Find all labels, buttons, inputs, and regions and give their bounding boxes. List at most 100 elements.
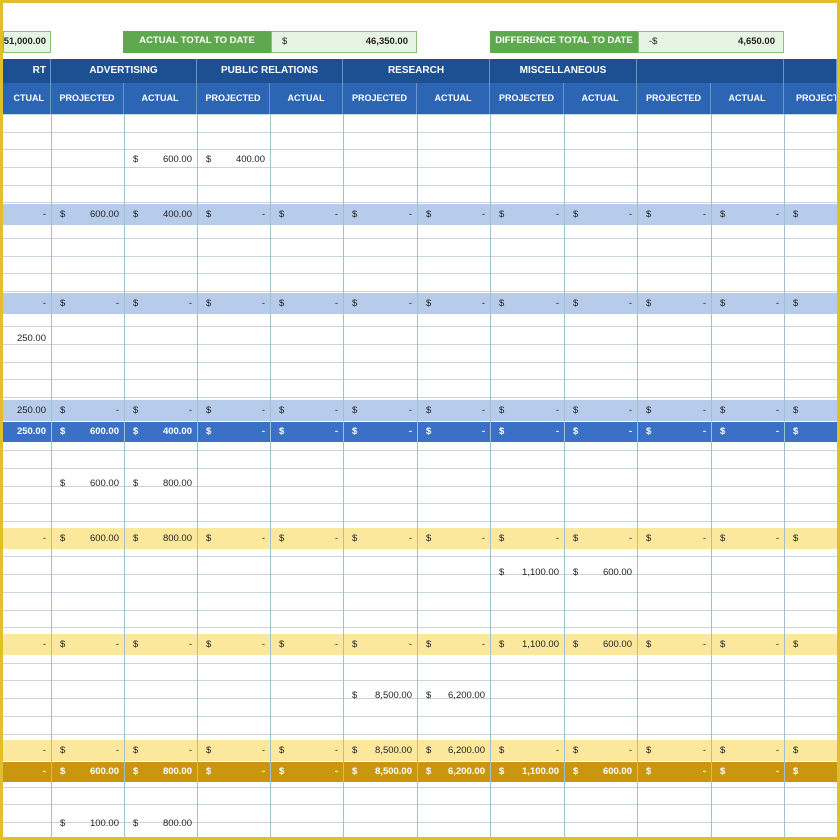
cell-value: 600.00 (89, 533, 119, 544)
cell-value: - (702, 426, 706, 437)
cell-value: 1,100.00 (522, 639, 559, 650)
cell-value: - (775, 209, 779, 220)
cell-currency: $ (499, 766, 505, 777)
cell-value: - (334, 209, 338, 220)
cell-currency: $ (426, 298, 432, 309)
cell-currency: $ (426, 745, 432, 756)
row-divider (3, 680, 837, 681)
cell-value: 600.00 (602, 766, 632, 777)
projected-total-value-box: 51,000.00 (3, 31, 51, 53)
actual-total-value-box: $ 46,350.00 (271, 31, 417, 53)
row-divider (3, 663, 837, 664)
cell-currency: $ (426, 533, 432, 544)
cell-value: - (261, 426, 265, 437)
total-band-light-blue (3, 204, 837, 225)
column-header-projected: PROJECTED (197, 83, 270, 114)
cell-currency: $ (133, 478, 139, 489)
cell-value: - (628, 426, 632, 437)
row-divider (3, 627, 837, 628)
cell-value: - (481, 298, 485, 309)
cell-value: - (702, 639, 706, 650)
cell-value: 600.00 (89, 478, 119, 489)
cell-value: - (261, 405, 265, 416)
cell-currency: $ (279, 745, 285, 756)
cell-value: 800.00 (162, 533, 192, 544)
cell-value: - (555, 426, 559, 437)
cell-currency: $ (646, 766, 652, 777)
total-band-blue (3, 422, 837, 442)
cell-currency: $ (206, 639, 212, 650)
column-header-actual: ACTUAL (564, 83, 637, 114)
category-header (637, 59, 784, 83)
cell-value: - (702, 405, 706, 416)
column-divider (564, 59, 565, 837)
row-divider (3, 610, 837, 611)
cell-currency: $ (426, 405, 432, 416)
cell-value: 800.00 (162, 766, 192, 777)
cell-value: - (115, 745, 119, 756)
row-divider (3, 592, 837, 593)
cell-value: - (628, 533, 632, 544)
cell-value: - (334, 426, 338, 437)
cell-value: - (702, 298, 706, 309)
row-divider (3, 397, 837, 398)
total-band-yellow (3, 528, 837, 549)
cell-value: 600.00 (89, 426, 119, 437)
difference-total-currency: -$ (649, 36, 658, 47)
total-band-light-blue (3, 400, 837, 421)
cell-value: 600.00 (89, 209, 119, 220)
cell-value: - (42, 533, 46, 544)
column-header-ctual: CTUAL (3, 83, 51, 114)
row-divider (3, 326, 837, 327)
cell-value: - (702, 745, 706, 756)
cell-currency: $ (573, 745, 579, 756)
cell-currency: $ (573, 426, 579, 437)
cell-currency: $ (206, 745, 212, 756)
cell-value: 600.00 (162, 154, 192, 165)
cell-currency: $ (352, 766, 358, 777)
cell-value: - (408, 426, 412, 437)
cell-value: - (334, 766, 338, 777)
cell-value: 250.00 (16, 333, 46, 344)
cell-value: 6,200.00 (448, 745, 485, 756)
cell-value: - (188, 639, 192, 650)
cell-value: 600.00 (602, 567, 632, 578)
cell-value: 800.00 (162, 478, 192, 489)
spreadsheet-frame: 51,000.00 ACTUAL TOTAL TO DATE $ 46,350.… (3, 3, 837, 837)
row-divider (3, 698, 837, 699)
cell-value: 8,500.00 (375, 690, 412, 701)
cell-value: - (481, 426, 485, 437)
cell-value: - (42, 766, 46, 777)
row-divider (3, 344, 837, 345)
column-header-actual: ACTUAL (124, 83, 197, 114)
cell-currency: $ (720, 298, 726, 309)
row-divider (3, 185, 837, 186)
cell-value: 400.00 (162, 209, 192, 220)
cell-currency: $ (133, 298, 139, 309)
total-band-light-blue (3, 293, 837, 314)
cell-value: 8,500.00 (375, 766, 412, 777)
cell-value: - (555, 405, 559, 416)
budget-grid: RT ADVERTISING PUBLIC RELATIONS RESEARCH MIS… (3, 3, 837, 837)
total-band-gold (3, 762, 837, 782)
column-divider (490, 59, 491, 837)
column-divider (197, 59, 198, 837)
cell-currency: $ (793, 745, 799, 756)
cell-currency: $ (206, 766, 212, 777)
cell-value: - (261, 745, 265, 756)
row-divider (3, 503, 837, 504)
cell-value: - (408, 405, 412, 416)
cell-currency: $ (133, 766, 139, 777)
cell-currency: $ (352, 298, 358, 309)
cell-value: - (261, 639, 265, 650)
category-header (784, 59, 837, 83)
cell-value: 400.00 (162, 426, 192, 437)
cell-value: - (408, 533, 412, 544)
row-divider (3, 291, 837, 292)
cell-value: - (481, 209, 485, 220)
cell-value: - (775, 426, 779, 437)
cell-currency: $ (133, 639, 139, 650)
column-header-actual: ACTUAL (270, 83, 343, 114)
cell-currency: $ (60, 209, 66, 220)
cell-value: 800.00 (162, 818, 192, 829)
